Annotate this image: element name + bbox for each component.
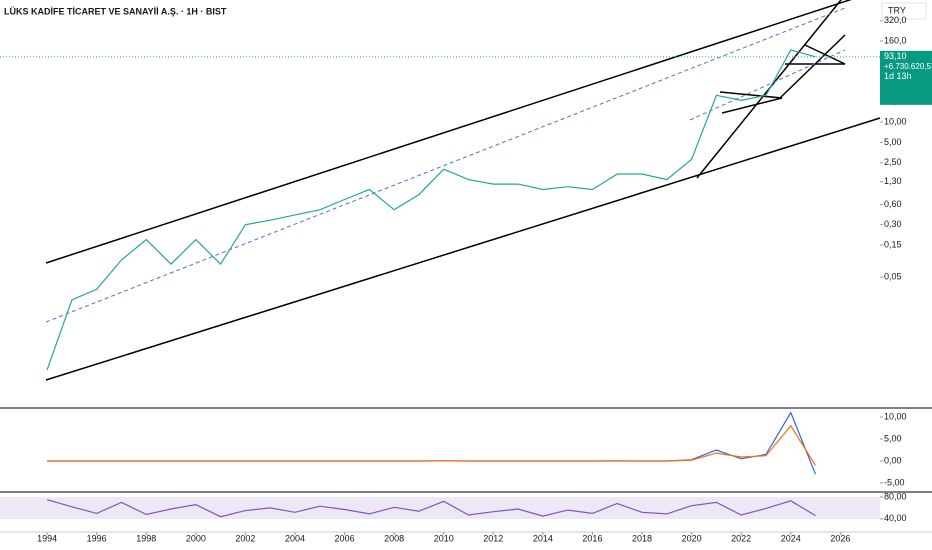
series-line bbox=[46, 49, 816, 371]
price-label: 93,10 bbox=[884, 51, 907, 61]
median-line bbox=[45, 7, 846, 323]
x-tick-label: 2006 bbox=[335, 533, 355, 543]
y-tick-label: 5,00 bbox=[884, 433, 902, 443]
steep-channel bbox=[779, 34, 846, 99]
channel-top bbox=[45, 0, 852, 264]
x-tick-label: 2004 bbox=[285, 533, 305, 543]
y-tick-label: 80,00 bbox=[884, 491, 907, 501]
x-tick-label: 2024 bbox=[781, 533, 801, 543]
separators bbox=[0, 407, 932, 533]
x-tick-label: 2010 bbox=[434, 533, 454, 543]
y-tick-label: 0,60 bbox=[884, 199, 902, 209]
y-tick-label: 40,00 bbox=[884, 513, 907, 523]
x-tick-label: 2008 bbox=[384, 533, 404, 543]
x-tick-label: 2020 bbox=[682, 533, 702, 543]
x-tick-label: 2016 bbox=[582, 533, 602, 543]
pennant bbox=[719, 91, 783, 114]
y-tick-label: 10,00 bbox=[884, 411, 907, 421]
pennant bbox=[785, 44, 846, 65]
series-line bbox=[46, 499, 816, 518]
x-tick-label: 2000 bbox=[186, 533, 206, 543]
y-tick-label: 5,00 bbox=[884, 137, 902, 147]
y-tick-label: 160,0 bbox=[884, 35, 907, 45]
y-tick-label: 0,00 bbox=[884, 455, 902, 465]
chart-title: LÜKS KADİFE TİCARET VE SANAYİİ A.Ş. · 1H… bbox=[4, 6, 227, 16]
x-tick-label: 2018 bbox=[632, 533, 652, 543]
y-tick-label: -5,00 bbox=[884, 477, 905, 487]
x-tick-label: 1998 bbox=[136, 533, 156, 543]
x-tick-label: 2026 bbox=[830, 533, 850, 543]
currency-box bbox=[881, 2, 927, 20]
channel-bottom bbox=[45, 117, 881, 381]
countdown-label: 1d 13h bbox=[884, 71, 912, 81]
price-box bbox=[880, 50, 932, 105]
x-tick-label: 2012 bbox=[483, 533, 503, 543]
currency: TRY bbox=[888, 5, 906, 15]
y-tick-label: 0,05 bbox=[884, 271, 902, 281]
y-tick-label: 0,15 bbox=[884, 239, 902, 249]
series-line bbox=[47, 424, 817, 466]
y-tick-label: 1,30 bbox=[884, 176, 902, 186]
y-tick-label: 2,50 bbox=[884, 157, 902, 167]
y-tick-label: 320,0 bbox=[884, 15, 907, 25]
median-line bbox=[689, 49, 846, 121]
x-tick-label: 2014 bbox=[533, 533, 553, 543]
x-tick-label: 1994 bbox=[37, 533, 57, 543]
change-label: +6.730.620,57% bbox=[884, 62, 932, 71]
x-tick-label: 2022 bbox=[731, 533, 751, 543]
x-tick-label: 2002 bbox=[235, 533, 255, 543]
x-tick-label: 1996 bbox=[87, 533, 107, 543]
y-tick-label: 0,30 bbox=[884, 219, 902, 229]
y-tick-label: 10,00 bbox=[884, 116, 907, 126]
